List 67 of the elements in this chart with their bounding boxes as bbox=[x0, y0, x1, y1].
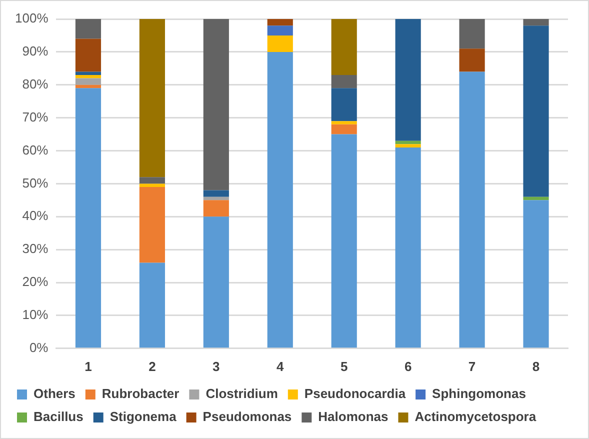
y-tick-label: 70% bbox=[22, 109, 49, 124]
bar bbox=[523, 26, 549, 197]
bar bbox=[139, 262, 165, 348]
y-tick-label: 60% bbox=[22, 142, 49, 158]
bar bbox=[523, 196, 549, 200]
legend-label: Bacillus bbox=[34, 409, 84, 424]
bar bbox=[395, 140, 421, 144]
bar bbox=[203, 19, 229, 190]
y-tick-label: 20% bbox=[22, 274, 49, 290]
bar bbox=[331, 88, 357, 122]
legend-label: Actinomycetospora bbox=[414, 409, 537, 424]
bar bbox=[75, 84, 102, 88]
bar bbox=[331, 134, 357, 348]
y-tick-label: 10% bbox=[22, 307, 49, 322]
bar bbox=[75, 19, 102, 39]
bar bbox=[75, 78, 102, 85]
legend-label: Clostridium bbox=[206, 386, 278, 402]
bar bbox=[203, 190, 229, 197]
x-tick-label: 1 bbox=[84, 358, 92, 374]
y-tick-label: 100% bbox=[15, 10, 49, 26]
bar bbox=[75, 75, 102, 78]
bar bbox=[459, 72, 485, 348]
bar bbox=[523, 200, 549, 348]
bar bbox=[139, 186, 165, 263]
bar bbox=[139, 177, 165, 184]
bar bbox=[139, 184, 165, 187]
bar bbox=[203, 196, 229, 200]
x-tick-label: 5 bbox=[340, 358, 348, 374]
bar bbox=[395, 147, 421, 348]
bar bbox=[331, 124, 357, 134]
x-tick-label: 7 bbox=[468, 358, 476, 374]
bar bbox=[459, 19, 485, 49]
legend-label: Rubrobacter bbox=[102, 386, 180, 402]
legend-label: Halomonas bbox=[318, 409, 388, 424]
legend-label: Stigonema bbox=[110, 409, 178, 424]
bar bbox=[331, 75, 357, 88]
legend-label: Pseudonocardia bbox=[304, 386, 406, 402]
x-tick-label: 6 bbox=[404, 358, 412, 374]
bar bbox=[203, 200, 229, 217]
bar bbox=[75, 38, 102, 72]
y-tick-label: 30% bbox=[22, 241, 49, 256]
bar bbox=[75, 72, 102, 75]
bar bbox=[75, 88, 102, 348]
y-tick-label: 50% bbox=[22, 175, 49, 190]
bar bbox=[267, 35, 293, 52]
bar bbox=[523, 19, 549, 26]
bar bbox=[331, 121, 357, 124]
y-tick-label: 40% bbox=[22, 208, 49, 224]
legend-label: Pseudomonas bbox=[202, 409, 292, 424]
bar bbox=[459, 48, 485, 72]
bar bbox=[267, 26, 293, 36]
bar bbox=[331, 19, 357, 75]
y-tick-label: 0% bbox=[29, 340, 49, 355]
bar bbox=[203, 216, 229, 348]
y-tick-label: 80% bbox=[22, 76, 49, 92]
x-tick-label: 3 bbox=[212, 358, 220, 374]
bar bbox=[395, 144, 421, 148]
legend-label: Others bbox=[34, 386, 76, 402]
x-tick-label: 8 bbox=[532, 358, 540, 374]
x-tick-label: 4 bbox=[276, 358, 285, 374]
legend-label: Sphingomonas bbox=[432, 386, 526, 402]
bar bbox=[267, 52, 293, 348]
bar bbox=[139, 19, 165, 178]
bar bbox=[267, 19, 293, 26]
y-tick-label: 90% bbox=[22, 44, 49, 59]
x-tick-label: 2 bbox=[148, 358, 156, 374]
bar bbox=[395, 19, 421, 141]
